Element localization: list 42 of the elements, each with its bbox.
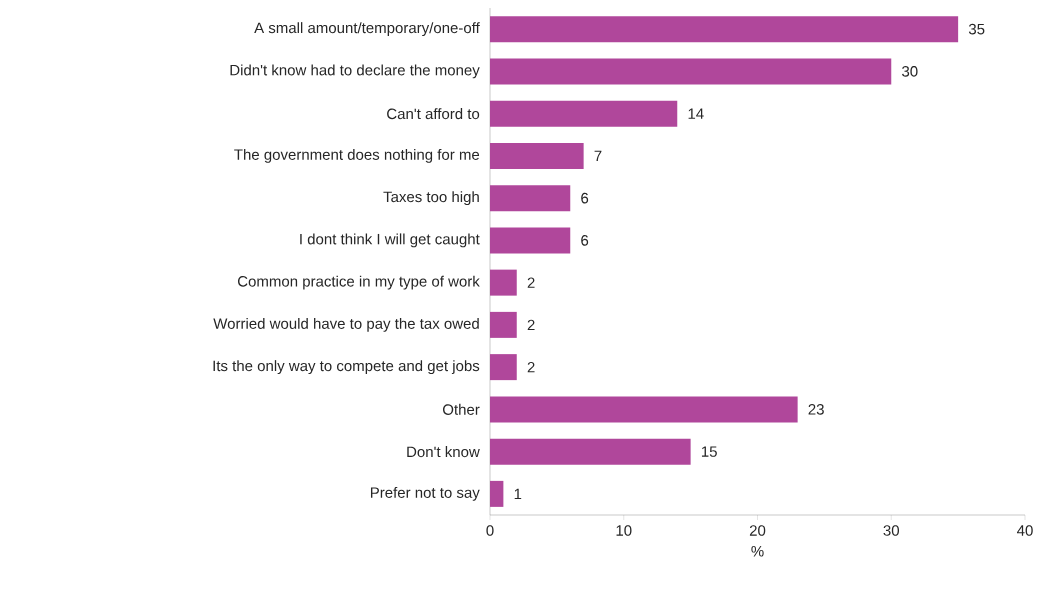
bar (490, 354, 517, 381)
data-label: 2 (527, 277, 535, 288)
x-axis-title: % (751, 546, 764, 557)
data-label: 14 (688, 108, 704, 119)
data-label: 6 (581, 235, 589, 246)
y-tick-label: Don't know (407, 446, 480, 458)
x-tick-label: 20 (749, 525, 766, 536)
y-tick-label: Worried would have to pay the tax owed (213, 317, 479, 332)
y-tick-label: Common practice in my type of work (237, 275, 480, 290)
data-label: 2 (527, 361, 535, 373)
data-label: 7 (594, 150, 602, 162)
data-label: 35 (968, 23, 985, 35)
data-label: 6 (581, 192, 589, 204)
bar (490, 269, 517, 296)
data-label: 30 (902, 66, 918, 77)
bar (490, 480, 504, 507)
y-tick-label: Taxes too high (383, 191, 479, 206)
bar (490, 311, 517, 338)
data-label: 1 (514, 488, 522, 500)
data-label: 2 (527, 319, 535, 331)
bar (490, 185, 571, 212)
y-tick-label: A small amount/temporary/one-off (254, 22, 480, 37)
bar (490, 16, 959, 43)
y-tick-label: Didn't know had to declare the money (230, 64, 480, 79)
x-tick-label: 40 (1017, 525, 1033, 536)
y-tick-label: Prefer not to say (370, 486, 480, 501)
bar (490, 227, 571, 254)
bar (490, 100, 678, 127)
x-tick-label: 30 (883, 525, 900, 536)
x-tick-label: 10 (616, 525, 632, 536)
bar (490, 58, 892, 85)
y-tick-label: Other (442, 403, 480, 415)
data-label: 15 (701, 446, 717, 457)
bar (490, 396, 798, 423)
bar (490, 142, 584, 169)
x-tick-label: 0 (486, 525, 494, 536)
y-tick-label: I dont think I will get caught (300, 233, 480, 248)
y-tick-label: The government does nothing for me (234, 148, 480, 163)
y-tick-label: Its the only way to compete and get jobs (213, 360, 480, 375)
bar (490, 438, 691, 465)
data-label: 23 (808, 404, 824, 415)
y-tick-label: Can't afford to (387, 108, 480, 120)
